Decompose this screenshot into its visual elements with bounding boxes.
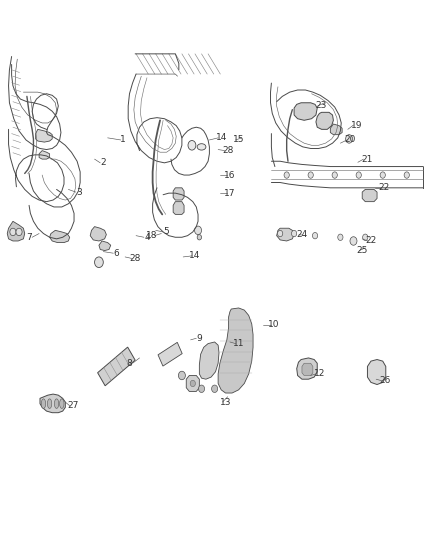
Polygon shape: [98, 347, 135, 386]
Text: 21: 21: [361, 155, 372, 164]
Text: 9: 9: [197, 334, 202, 343]
Circle shape: [10, 228, 16, 236]
Polygon shape: [294, 103, 317, 120]
Polygon shape: [173, 201, 184, 214]
Text: 11: 11: [233, 339, 244, 348]
Circle shape: [194, 226, 201, 235]
Text: 18: 18: [145, 231, 157, 240]
Polygon shape: [49, 230, 70, 243]
Text: 23: 23: [315, 101, 326, 110]
Text: 12: 12: [314, 369, 325, 378]
Circle shape: [308, 172, 313, 178]
Circle shape: [188, 141, 196, 150]
Text: 14: 14: [215, 133, 227, 142]
Text: 7: 7: [26, 233, 32, 242]
Text: 19: 19: [351, 120, 362, 130]
Text: 3: 3: [76, 188, 82, 197]
Circle shape: [338, 234, 343, 240]
Polygon shape: [39, 151, 49, 159]
Polygon shape: [7, 221, 25, 241]
Ellipse shape: [54, 399, 59, 408]
Ellipse shape: [41, 399, 46, 408]
Circle shape: [278, 230, 283, 237]
Polygon shape: [35, 130, 52, 142]
Ellipse shape: [60, 399, 64, 408]
Text: 24: 24: [297, 230, 307, 239]
Circle shape: [198, 385, 205, 392]
Text: 25: 25: [357, 246, 368, 255]
Text: 15: 15: [233, 135, 244, 144]
Text: 14: 14: [189, 252, 201, 260]
Polygon shape: [90, 227, 106, 241]
Text: 28: 28: [130, 254, 141, 263]
Circle shape: [332, 172, 337, 178]
Circle shape: [284, 172, 289, 178]
Text: 22: 22: [378, 183, 390, 192]
Polygon shape: [362, 189, 377, 201]
Circle shape: [197, 235, 201, 240]
Text: 13: 13: [220, 398, 231, 407]
Text: 28: 28: [222, 146, 233, 155]
Circle shape: [312, 232, 318, 239]
Circle shape: [190, 380, 195, 386]
Polygon shape: [186, 375, 199, 391]
Text: 1: 1: [120, 135, 126, 144]
Text: 27: 27: [67, 401, 78, 410]
Polygon shape: [158, 342, 182, 366]
Circle shape: [356, 172, 361, 178]
Circle shape: [16, 228, 22, 236]
Text: 5: 5: [164, 228, 170, 237]
Text: 26: 26: [379, 376, 391, 385]
Circle shape: [350, 237, 357, 245]
Polygon shape: [218, 308, 253, 393]
Text: 17: 17: [224, 189, 236, 198]
Text: 4: 4: [144, 233, 150, 242]
Polygon shape: [297, 358, 317, 379]
Polygon shape: [330, 124, 342, 135]
Text: 20: 20: [344, 135, 356, 144]
Text: 22: 22: [365, 237, 377, 246]
Polygon shape: [99, 241, 111, 251]
Text: 16: 16: [224, 171, 236, 180]
Circle shape: [178, 371, 185, 379]
Text: 2: 2: [100, 158, 106, 167]
Polygon shape: [367, 360, 386, 384]
Ellipse shape: [47, 399, 52, 408]
Circle shape: [380, 172, 385, 178]
Text: 8: 8: [127, 359, 132, 368]
Circle shape: [346, 135, 353, 143]
Polygon shape: [40, 394, 65, 413]
Circle shape: [95, 257, 103, 268]
Ellipse shape: [197, 144, 206, 150]
Polygon shape: [199, 342, 219, 379]
Polygon shape: [302, 364, 313, 375]
Polygon shape: [277, 228, 294, 241]
Circle shape: [291, 230, 297, 237]
Polygon shape: [316, 112, 333, 130]
Circle shape: [363, 234, 368, 240]
Text: 6: 6: [113, 249, 119, 258]
Polygon shape: [173, 188, 184, 200]
Circle shape: [212, 385, 218, 392]
Circle shape: [404, 172, 410, 178]
Text: 10: 10: [268, 320, 279, 329]
